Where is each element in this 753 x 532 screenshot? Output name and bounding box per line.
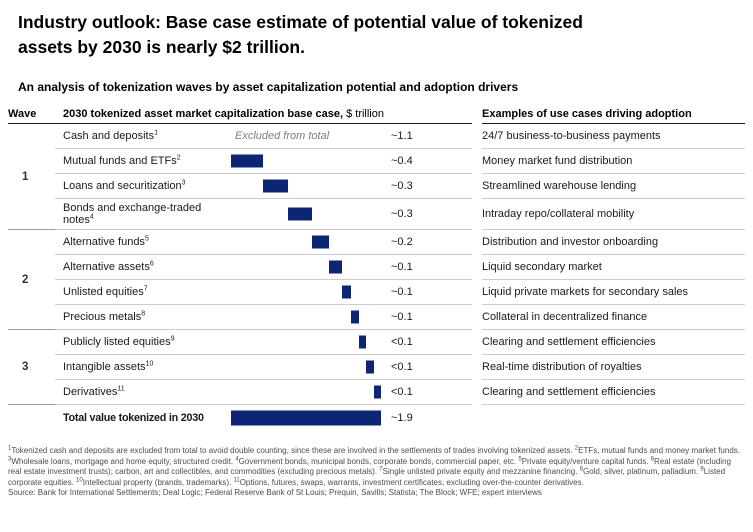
footnote-ref: 11 <box>117 385 125 393</box>
footnote-ref: 4 <box>89 213 94 221</box>
asset-label: Publicly listed equities9 <box>63 335 175 348</box>
total-bar <box>231 410 381 426</box>
footnote-ref: 3 <box>181 179 186 187</box>
table-row-mutualfunds-mid: Mutual funds and ETFs2 ~0.4 <box>55 149 472 174</box>
table-row-cash-mid: Cash and deposits1 Excluded from total ~… <box>55 124 472 149</box>
value-label: ~0.3 <box>391 180 413 192</box>
wave-3-label: 3 <box>8 330 55 405</box>
bar-zone <box>231 405 381 431</box>
table-row-intangibles-usecase: Real-time distribution of royalties <box>482 355 745 380</box>
table-row-total-usecase-empty <box>482 405 745 431</box>
bar-zone <box>231 230 381 254</box>
table-row-loans-usecase: Streamlined warehouse lending <box>482 174 745 199</box>
footnote-ref: 9 <box>170 335 175 343</box>
value-bar <box>231 154 263 168</box>
footnote-ref: 2 <box>176 154 181 162</box>
table-row-publicequities-usecase: Clearing and settlement efficiencies <box>482 330 745 355</box>
marketcap-header-bold: 2030 tokenized asset market capitalizati… <box>63 108 344 120</box>
bar-zone: Excluded from total <box>231 124 381 148</box>
value-label: <0.1 <box>391 336 413 348</box>
exhibit-page: Industry outlook: Base case estimate of … <box>8 12 745 497</box>
table-row-unlisted-mid: Unlisted equities7 ~0.1 <box>55 280 472 305</box>
asset-label: Mutual funds and ETFs2 <box>63 154 181 167</box>
value-bar <box>373 385 381 399</box>
wave-2-label: 2 <box>8 230 55 330</box>
table-row-bonds-usecase: Intraday repo/collateral mobility <box>482 199 745 230</box>
asset-label: Alternative assets6 <box>63 260 154 273</box>
asset-label: Bonds and exchange-traded notes4 <box>63 201 202 227</box>
table-row-publicequities-mid: Publicly listed equities9 <0.1 <box>55 330 472 355</box>
asset-label: Unlisted equities7 <box>63 285 148 298</box>
value-label: ~0.2 <box>391 236 413 248</box>
value-bar <box>262 179 288 193</box>
value-label: ~0.3 <box>391 208 413 220</box>
page-subtitle: An analysis of tokenization waves by ass… <box>18 80 519 94</box>
asset-label: Cash and deposits1 <box>63 129 159 142</box>
bar-zone <box>231 355 381 379</box>
table-row-preciousmetals-usecase: Collateral in decentralized finance <box>482 305 745 330</box>
value-bar <box>311 235 329 249</box>
value-label: ~0.1 <box>391 311 413 323</box>
table-row-intangibles-mid: Intangible assets10 <0.1 <box>55 355 472 380</box>
value-bar <box>351 310 359 324</box>
usecase-column-header: Examples of use cases driving adoption <box>482 108 745 124</box>
value-label: ~1.1 <box>391 130 413 142</box>
table-row-derivatives-mid: Derivatives11 <0.1 <box>55 380 472 405</box>
wave-1-label: 1 <box>8 124 55 230</box>
footnote-ref: 10 <box>145 360 154 368</box>
table-row-loans-mid: Loans and securitization3 ~0.3 <box>55 174 472 199</box>
value-bar <box>366 360 374 374</box>
marketcap-header-unit: $ trillion <box>343 108 384 120</box>
bar-zone <box>231 280 381 304</box>
value-label: <0.1 <box>391 386 413 398</box>
total-value-label: ~1.9 <box>391 412 413 424</box>
footnote-ref: 6 <box>149 260 154 268</box>
table-row-altassets-usecase: Liquid secondary market <box>482 255 745 280</box>
value-bar <box>341 285 351 299</box>
footnote-ref: 5 <box>144 235 149 243</box>
bar-zone <box>231 174 381 198</box>
asset-label: Precious metals8 <box>63 310 146 323</box>
value-bar <box>287 207 312 221</box>
table-row-bonds-mid: Bonds and exchange-traded notes4 ~0.3 <box>55 199 472 230</box>
value-label: ~0.4 <box>391 155 413 167</box>
total-label: Total value tokenized in 2030 <box>63 412 204 424</box>
bar-zone <box>231 380 381 404</box>
value-label: ~0.1 <box>391 286 413 298</box>
table-row-unlisted-usecase: Liquid private markets for secondary sal… <box>482 280 745 305</box>
value-label: ~0.1 <box>391 261 413 273</box>
tokenization-table: Wave 2030 tokenized asset market capital… <box>8 108 745 431</box>
asset-label: Intangible assets10 <box>63 360 154 373</box>
value-label: <0.1 <box>391 361 413 373</box>
excluded-note: Excluded from total <box>235 130 330 142</box>
bar-zone <box>231 255 381 279</box>
source-line: Source: Bank for International Settlemen… <box>8 488 542 497</box>
table-row-total-mid: Total value tokenized in 2030 ~1.9 <box>55 405 472 431</box>
table-row-altfunds-usecase: Distribution and investor onboarding <box>482 230 745 255</box>
bar-zone <box>231 199 381 229</box>
bar-zone <box>231 149 381 173</box>
table-row-preciousmetals-mid: Precious metals8 ~0.1 <box>55 305 472 330</box>
footnotes-text: 1Tokenized cash and deposits are exclude… <box>8 445 740 487</box>
table-row-altassets-mid: Alternative assets6 ~0.1 <box>55 255 472 280</box>
bar-zone <box>231 305 381 329</box>
asset-label: Loans and securitization3 <box>63 179 186 192</box>
table-row-mutualfunds-usecase: Money market fund distribution <box>482 149 745 174</box>
marketcap-column-header: 2030 tokenized asset market capitalizati… <box>55 108 472 124</box>
footnote-ref: 1 <box>154 129 159 137</box>
table-row-cash-usecase: 24/7 business-to-business payments <box>482 124 745 149</box>
wave-empty-cell <box>8 405 55 431</box>
asset-label: Alternative funds5 <box>63 235 149 248</box>
table-row-derivatives-usecase: Clearing and settlement efficiencies <box>482 380 745 405</box>
footnote-ref: 8 <box>141 310 146 318</box>
table-row-altfunds-mid: Alternative funds5 ~0.2 <box>55 230 472 255</box>
page-title: Industry outlook: Base case estimate of … <box>18 12 583 57</box>
bar-zone <box>231 330 381 354</box>
value-bar <box>358 335 366 349</box>
value-bar <box>328 260 342 274</box>
footnote-ref: 7 <box>143 285 148 293</box>
wave-column-header: Wave <box>8 108 55 124</box>
asset-label: Derivatives11 <box>63 385 125 398</box>
